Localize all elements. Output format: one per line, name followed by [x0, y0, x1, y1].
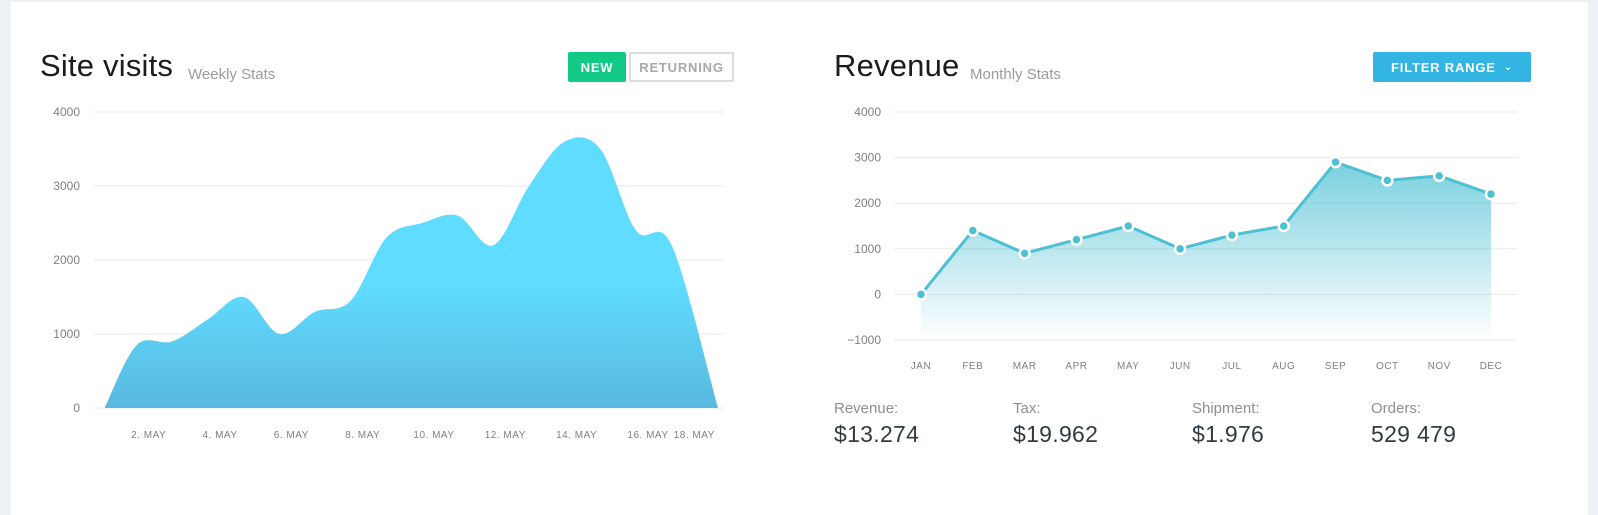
x-tick-label: DEC [1480, 361, 1503, 372]
revenue-point [914, 288, 928, 301]
x-tick-label: 14. MAY [556, 430, 597, 441]
filter-range-label: FILTER RANGE [1391, 59, 1496, 75]
chevron-down-icon: ⌄ [1503, 61, 1513, 73]
x-tick-label: APR [1065, 361, 1087, 372]
revenue-chart: −1000 0 1000 2000 3000 4000 JAN FEB MAR APR MAY JUN… [847, 105, 1517, 372]
revenue-panel: Revenue Monthly Stats FILTER RANGE ⌄ −10… [811, 2, 1571, 515]
x-tick-label: 8. MAY [345, 430, 380, 441]
revenue-area [921, 162, 1491, 340]
x-tick-label: 18. MAY [674, 430, 715, 441]
x-tick-label: NOV [1428, 361, 1451, 372]
revenue-point [1018, 247, 1031, 260]
y-tick-label: 2000 [53, 253, 80, 267]
stat-label: Revenue: [834, 400, 899, 417]
x-tick-label: AUG [1272, 361, 1295, 372]
x-tick-label: OCT [1376, 361, 1399, 372]
x-tick-label: FEB [962, 361, 983, 372]
stat-value: 529 479 [1371, 421, 1457, 447]
x-tick-label: MAR [1013, 361, 1037, 372]
stat-orders: Orders: 529 479 [1371, 400, 1456, 448]
site-visits-title: Site visits [40, 48, 174, 83]
y-tick-label: 1000 [53, 327, 80, 341]
x-tick-label: 4. MAY [202, 430, 237, 441]
site-visits-panel: Site visits Weekly Stats NEW RETURNING 0… [11, 2, 771, 515]
y-tick-label: 2000 [854, 196, 881, 210]
y-tick-label: 4000 [53, 105, 80, 119]
stat-label: Shipment: [1192, 400, 1260, 417]
x-tick-label: JAN [911, 361, 931, 372]
stat-tax: Tax: $19.962 [1013, 400, 1098, 448]
revenue-point [1381, 174, 1394, 187]
stat-value: $19.962 [1013, 421, 1099, 447]
stat-shipment: Shipment: $1.976 [1192, 400, 1264, 448]
y-tick-label: 3000 [53, 179, 80, 193]
stat-value: $1.976 [1192, 421, 1265, 447]
revenue-line [919, 160, 1492, 296]
stat-label: Tax: [1013, 400, 1041, 417]
y-tick-label: 0 [874, 287, 881, 301]
y-tick-label: 3000 [854, 151, 881, 165]
y-tick-label: 4000 [854, 105, 881, 119]
x-tick-label: 10. MAY [413, 430, 454, 441]
revenue-point [966, 224, 980, 237]
y-tick-label: 0 [73, 401, 80, 415]
site-visits-chart: 0 1000 2000 3000 4000 2. MAY 4. MAY 6. MAY 8. MA… [53, 105, 724, 441]
y-tick-label: 1000 [854, 242, 881, 256]
x-tick-label: MAY [1117, 361, 1139, 372]
revenue-point [1173, 242, 1187, 256]
stat-revenue: Revenue: $13.274 [834, 400, 919, 448]
revenue-subtitle: Monthly Stats [970, 66, 1061, 83]
returning-button[interactable]: RETURNING [629, 52, 734, 82]
visits-area [104, 137, 719, 409]
x-tick-label: 2. MAY [131, 430, 166, 441]
x-tick-label: SEP [1325, 361, 1347, 372]
y-tick-label: −1000 [847, 333, 881, 347]
revenue-point [1432, 169, 1446, 183]
x-tick-label: 12. MAY [485, 430, 526, 441]
x-tick-label: JUN [1170, 361, 1191, 372]
stat-value: $13.274 [834, 421, 920, 447]
revenue-point [1122, 219, 1135, 233]
revenue-point [1329, 155, 1342, 169]
x-tick-label: JUL [1222, 361, 1241, 372]
site-visits-subtitle: Weekly Stats [188, 66, 276, 83]
x-tick-label: 6. MAY [274, 430, 309, 441]
revenue-point [1070, 233, 1083, 246]
dashboard-card: Site visits Weekly Stats NEW RETURNING 0… [11, 2, 1588, 515]
new-button[interactable]: NEW [568, 52, 626, 82]
revenue-point [1225, 228, 1239, 242]
revenue-point [1277, 219, 1290, 233]
revenue-title: Revenue [834, 48, 960, 83]
stat-label: Orders: [1371, 400, 1422, 417]
revenue-point [1484, 187, 1498, 201]
x-tick-label: 16. MAY [627, 430, 668, 441]
filter-range-button[interactable]: FILTER RANGE ⌄ [1373, 52, 1531, 82]
